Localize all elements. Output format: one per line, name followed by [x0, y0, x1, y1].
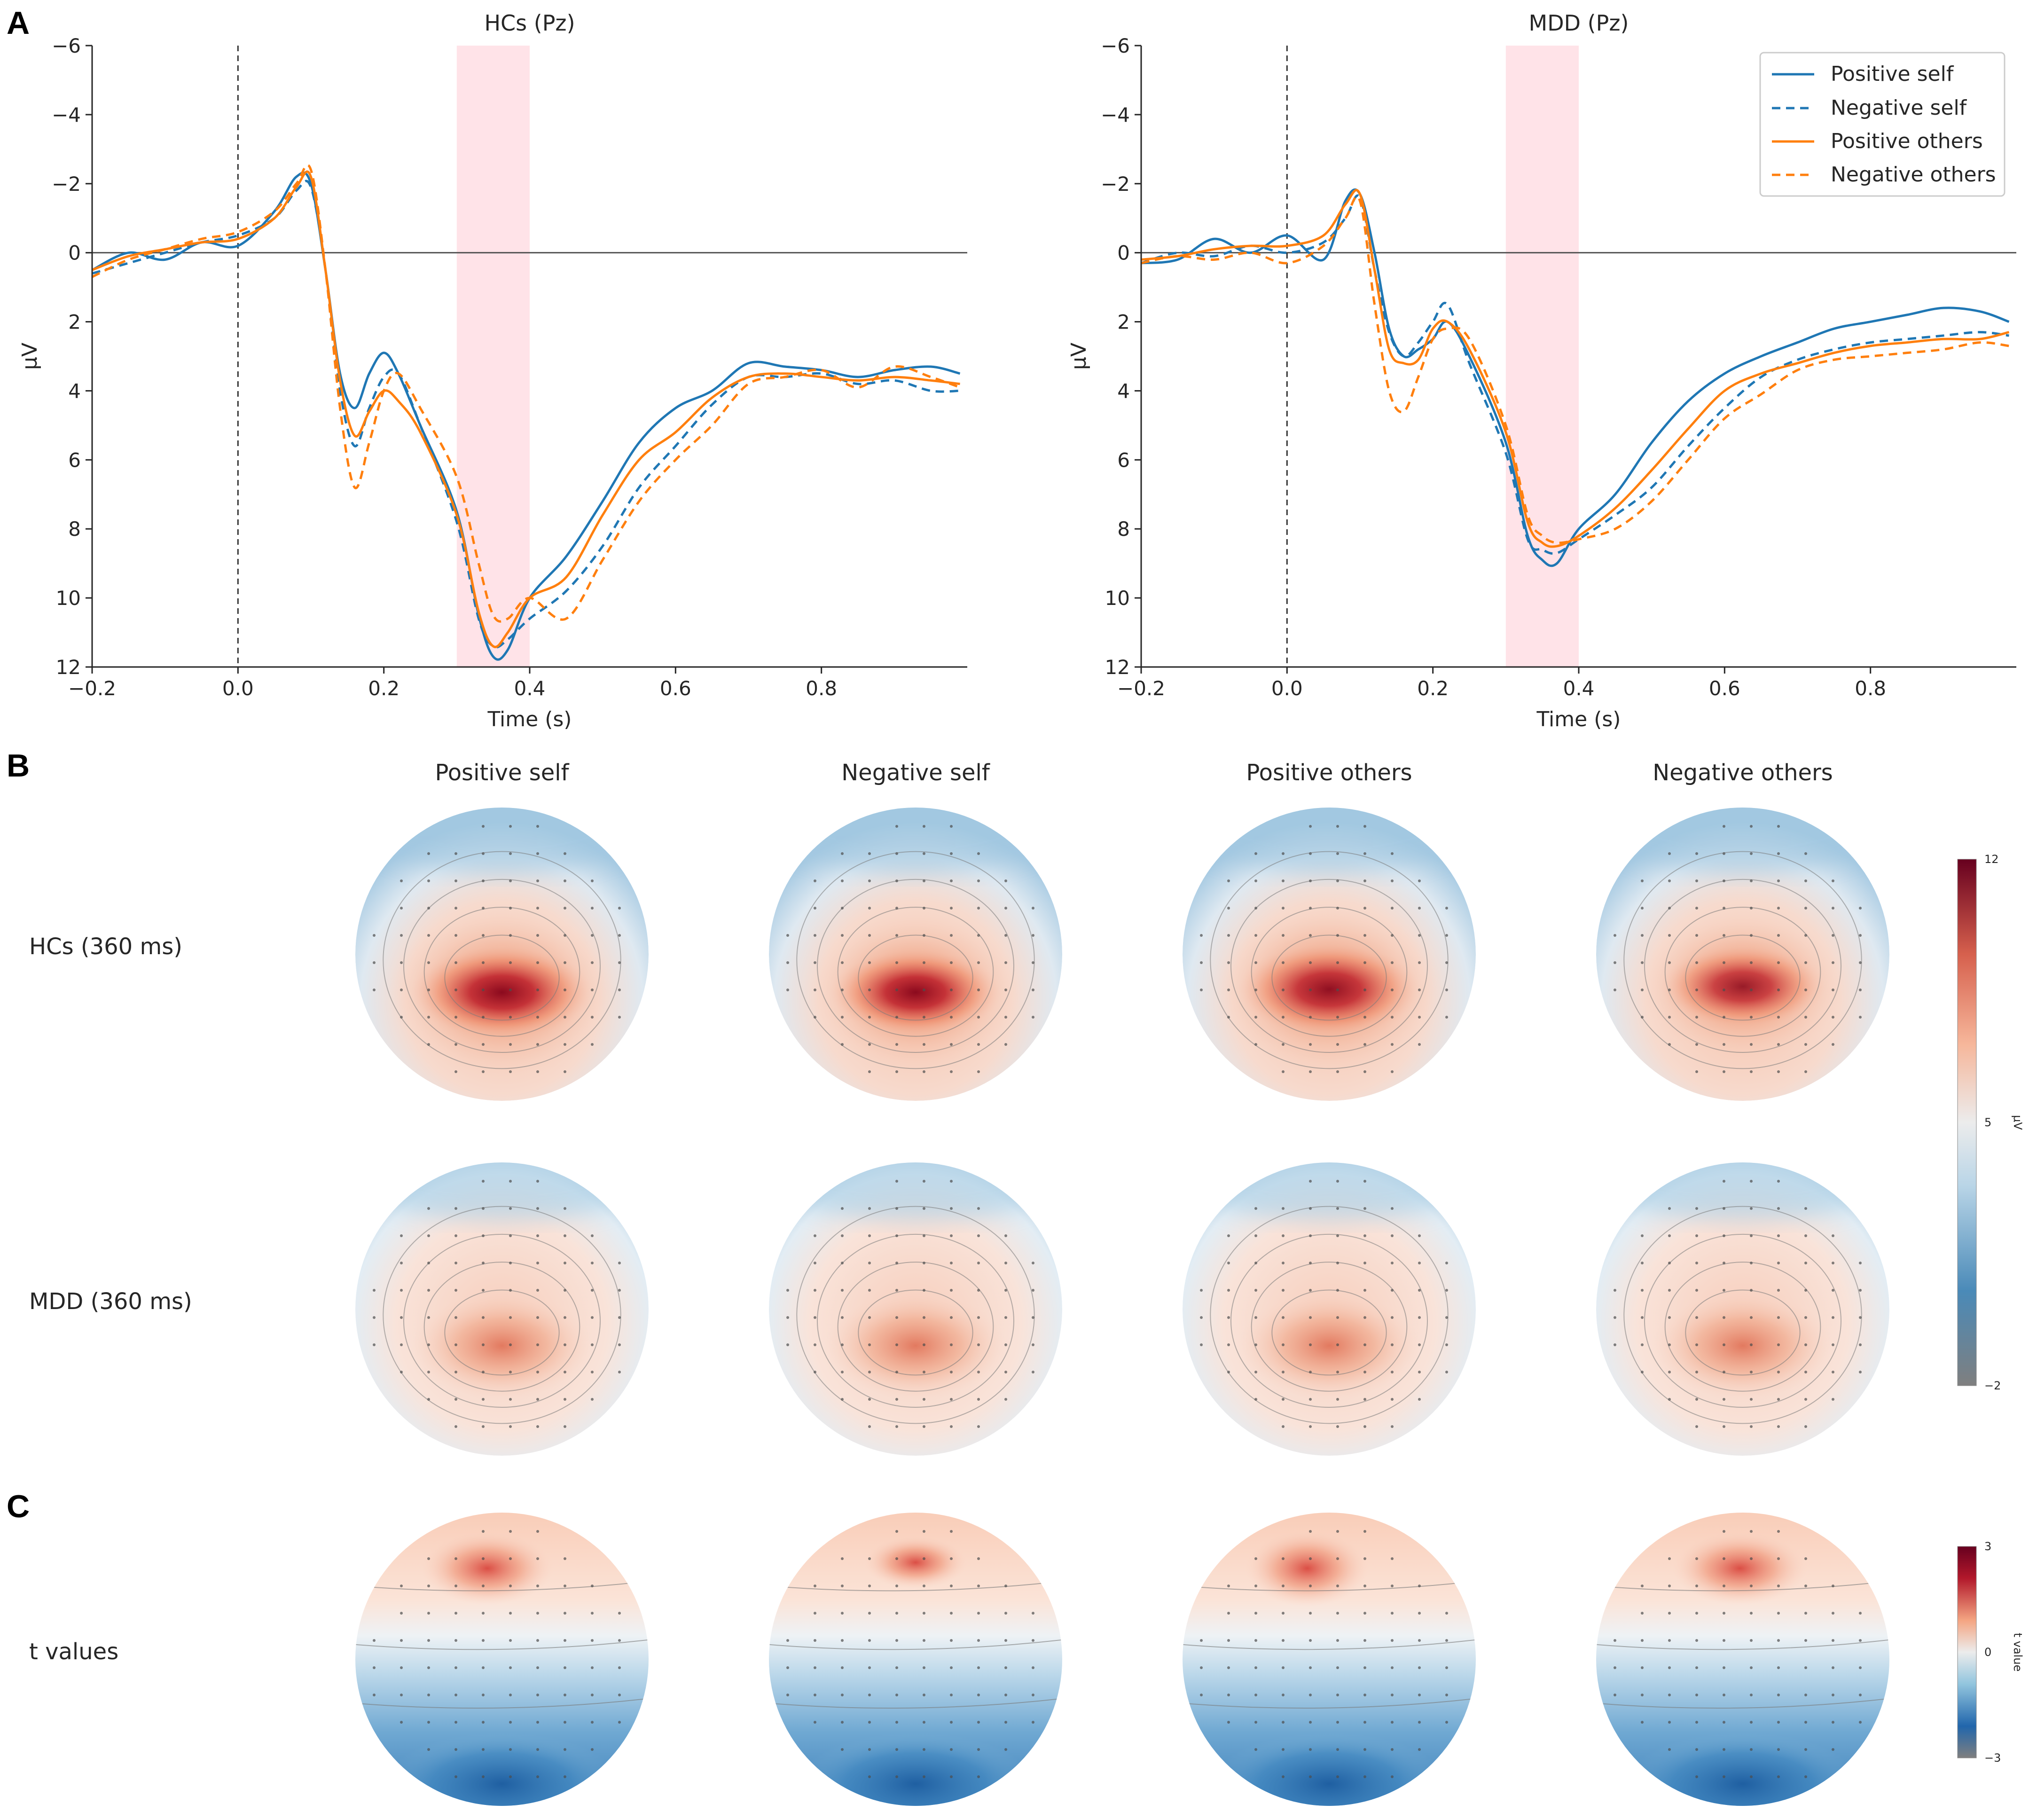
chart-mdd-ytick-label: 8	[1117, 518, 1130, 541]
topomap-mdd-positive-self	[355, 1162, 649, 1456]
chart-mdd-ytick-label: 2	[1117, 311, 1130, 334]
colorbar-t-max: 3	[1984, 1540, 1991, 1553]
chart-hcs-xtick-label: 0.0	[222, 677, 254, 700]
topomap-t-values-negative-others	[1596, 1513, 1889, 1806]
panel-letter-b: B	[7, 748, 30, 784]
chart-hcs-plot-area: −6 −4 −2 0 2 4 6 8 10 12−0.2 0.0 0.2 0.4 0.6 0.8	[52, 34, 967, 700]
topomap-mdd-positive-others	[1183, 1162, 1476, 1456]
topomap-hcs-negative-self	[769, 808, 1062, 1101]
panel-letter-c: C	[7, 1489, 30, 1524]
chart-hcs-xtick-label: 0.6	[660, 677, 691, 700]
colorbar-uv-label: μV	[2011, 1115, 2024, 1130]
colorbar-t: 3 0 −3 t value	[1957, 1540, 2024, 1765]
chart-hcs-xtick-label: −0.2	[68, 677, 116, 700]
colorbar-uv-min: −2	[1984, 1379, 2001, 1392]
colorbar-t-min: −3	[1984, 1751, 2001, 1765]
chart-hcs-ytick-label: 10	[56, 587, 81, 610]
chart-hcs-ytick-label: −6	[52, 34, 81, 57]
colorbar-t-scale	[1957, 1546, 1977, 1758]
topomap-heads	[355, 808, 1889, 1806]
column-title-positive-others: Positive others	[1246, 760, 1412, 786]
chart-mdd-ytick-label: 12	[1105, 656, 1130, 679]
chart-mdd-series-positive-self	[1141, 188, 2010, 567]
chart-hcs-series-positive-others	[92, 170, 960, 648]
chart-hcs-ytick-label: 4	[68, 379, 81, 402]
chart-mdd-series-negative-self	[1141, 194, 2009, 555]
chart-mdd-series-negative-others	[1141, 195, 2009, 544]
chart-hcs-ytick-label: −4	[52, 103, 81, 126]
legend-frame	[1759, 52, 2005, 197]
chart-mdd-xtick-label: 0.0	[1271, 677, 1303, 700]
chart-hcs-series-negative-others	[92, 164, 961, 623]
chart-hcs-pz: HCs (Pz) −6 −4 −2 0 2 4 6 8 10 12−0.2 0.0 0.2 0.4 0.6…	[18, 10, 967, 731]
chart-hcs-xtick-label: 0.8	[806, 677, 837, 700]
chart-mdd-ytick-label: 0	[1117, 242, 1130, 265]
chart-mdd-plot-area: −6 −4 −2 0 2 4 6 8 10 12−0.2 0.0 0.2 0.4 0.6 0.8	[1101, 34, 2016, 700]
chart-mdd-ylabel: μV	[1067, 343, 1091, 370]
panel-letter-a: A	[7, 5, 30, 41]
row-label-mdd: MDD (360 ms)	[29, 1288, 192, 1315]
chart-mdd-series-positive-others	[1141, 189, 2010, 548]
topomap-t-values-positive-self	[355, 1513, 649, 1806]
chart-hcs-ytick-label: 12	[56, 656, 81, 679]
row-label-t-values: t values	[29, 1639, 118, 1665]
chart-mdd-ytick-label: −6	[1101, 34, 1130, 57]
chart-hcs-xlabel: Time (s)	[487, 707, 572, 731]
chart-mdd-ytick-label: 10	[1105, 587, 1130, 610]
column-title-negative-self: Negative self	[841, 760, 990, 786]
chart-mdd-title: MDD (Pz)	[1529, 10, 1629, 36]
colorbar-uv: 12 5 −2 μV	[1957, 853, 2024, 1392]
column-title-positive-self: Positive self	[435, 760, 569, 786]
chart-hcs-ytick-label: 8	[68, 518, 81, 541]
chart-mdd-xtick-label: 0.8	[1855, 677, 1886, 700]
chart-hcs-ytick-label: 2	[68, 311, 81, 334]
colorbar-uv-scale	[1957, 859, 1977, 1386]
topomap-t-values-negative-self	[769, 1513, 1062, 1806]
chart-mdd-ytick-label: 6	[1117, 448, 1130, 471]
chart-mdd-xtick-label: 0.6	[1709, 677, 1740, 700]
chart-hcs-title: HCs (Pz)	[484, 10, 575, 36]
chart-hcs-ytick-label: 0	[68, 242, 81, 265]
colorbar-t-mid: 0	[1984, 1646, 1991, 1659]
chart-mdd-xtick-label: 0.2	[1417, 677, 1449, 700]
chart-hcs-xtick-label: 0.4	[514, 677, 546, 700]
chart-mdd-ytick-label: −4	[1101, 103, 1130, 126]
chart-mdd-xtick-label: −0.2	[1117, 677, 1165, 700]
colorbar-uv-max: 12	[1984, 853, 1999, 866]
legend-label-positive-self: Positive self	[1831, 62, 1954, 86]
colorbar-uv-mid: 5	[1984, 1116, 1991, 1129]
legend-label-negative-self: Negative self	[1831, 96, 1967, 120]
row-label-hcs: HCs (360 ms)	[29, 934, 182, 960]
chart-mdd-legend: Positive self Negative self Positive oth…	[1759, 52, 2005, 197]
topomap-mdd-negative-others	[1596, 1162, 1889, 1456]
chart-hcs-xtick-label: 0.2	[368, 677, 400, 700]
topomap-mdd-negative-self	[769, 1162, 1062, 1456]
column-title-negative-others: Negative others	[1653, 760, 1833, 786]
chart-mdd-ytick-label: 4	[1117, 379, 1130, 402]
legend-label-negative-others: Negative others	[1831, 163, 1996, 187]
chart-mdd-pz: MDD (Pz) −6 −4 −2 0 2 4 6 8 10 12−0.2 0.0 0.2 0.4 0.6…	[1067, 10, 2016, 731]
topomap-hcs-positive-others	[1183, 808, 1476, 1101]
chart-mdd-ytick-label: −2	[1101, 173, 1130, 196]
chart-hcs-ytick-label: 6	[68, 448, 81, 471]
legend-label-positive-others: Positive others	[1831, 129, 1983, 153]
chart-mdd-highlight-window	[1505, 46, 1579, 667]
chart-hcs-ytick-label: −2	[52, 173, 81, 196]
chart-mdd-xlabel: Time (s)	[1536, 707, 1621, 731]
chart-mdd-xtick-label: 0.4	[1563, 677, 1595, 700]
topomap-hcs-positive-self	[355, 808, 649, 1101]
topomap-grid: Positive self Negative self Positive oth…	[29, 760, 2024, 1806]
chart-hcs-ylabel: μV	[18, 343, 42, 370]
topomap-t-values-positive-others	[1183, 1513, 1476, 1806]
topomap-hcs-negative-others	[1596, 808, 1889, 1101]
colorbar-t-label: t value	[2011, 1633, 2024, 1672]
